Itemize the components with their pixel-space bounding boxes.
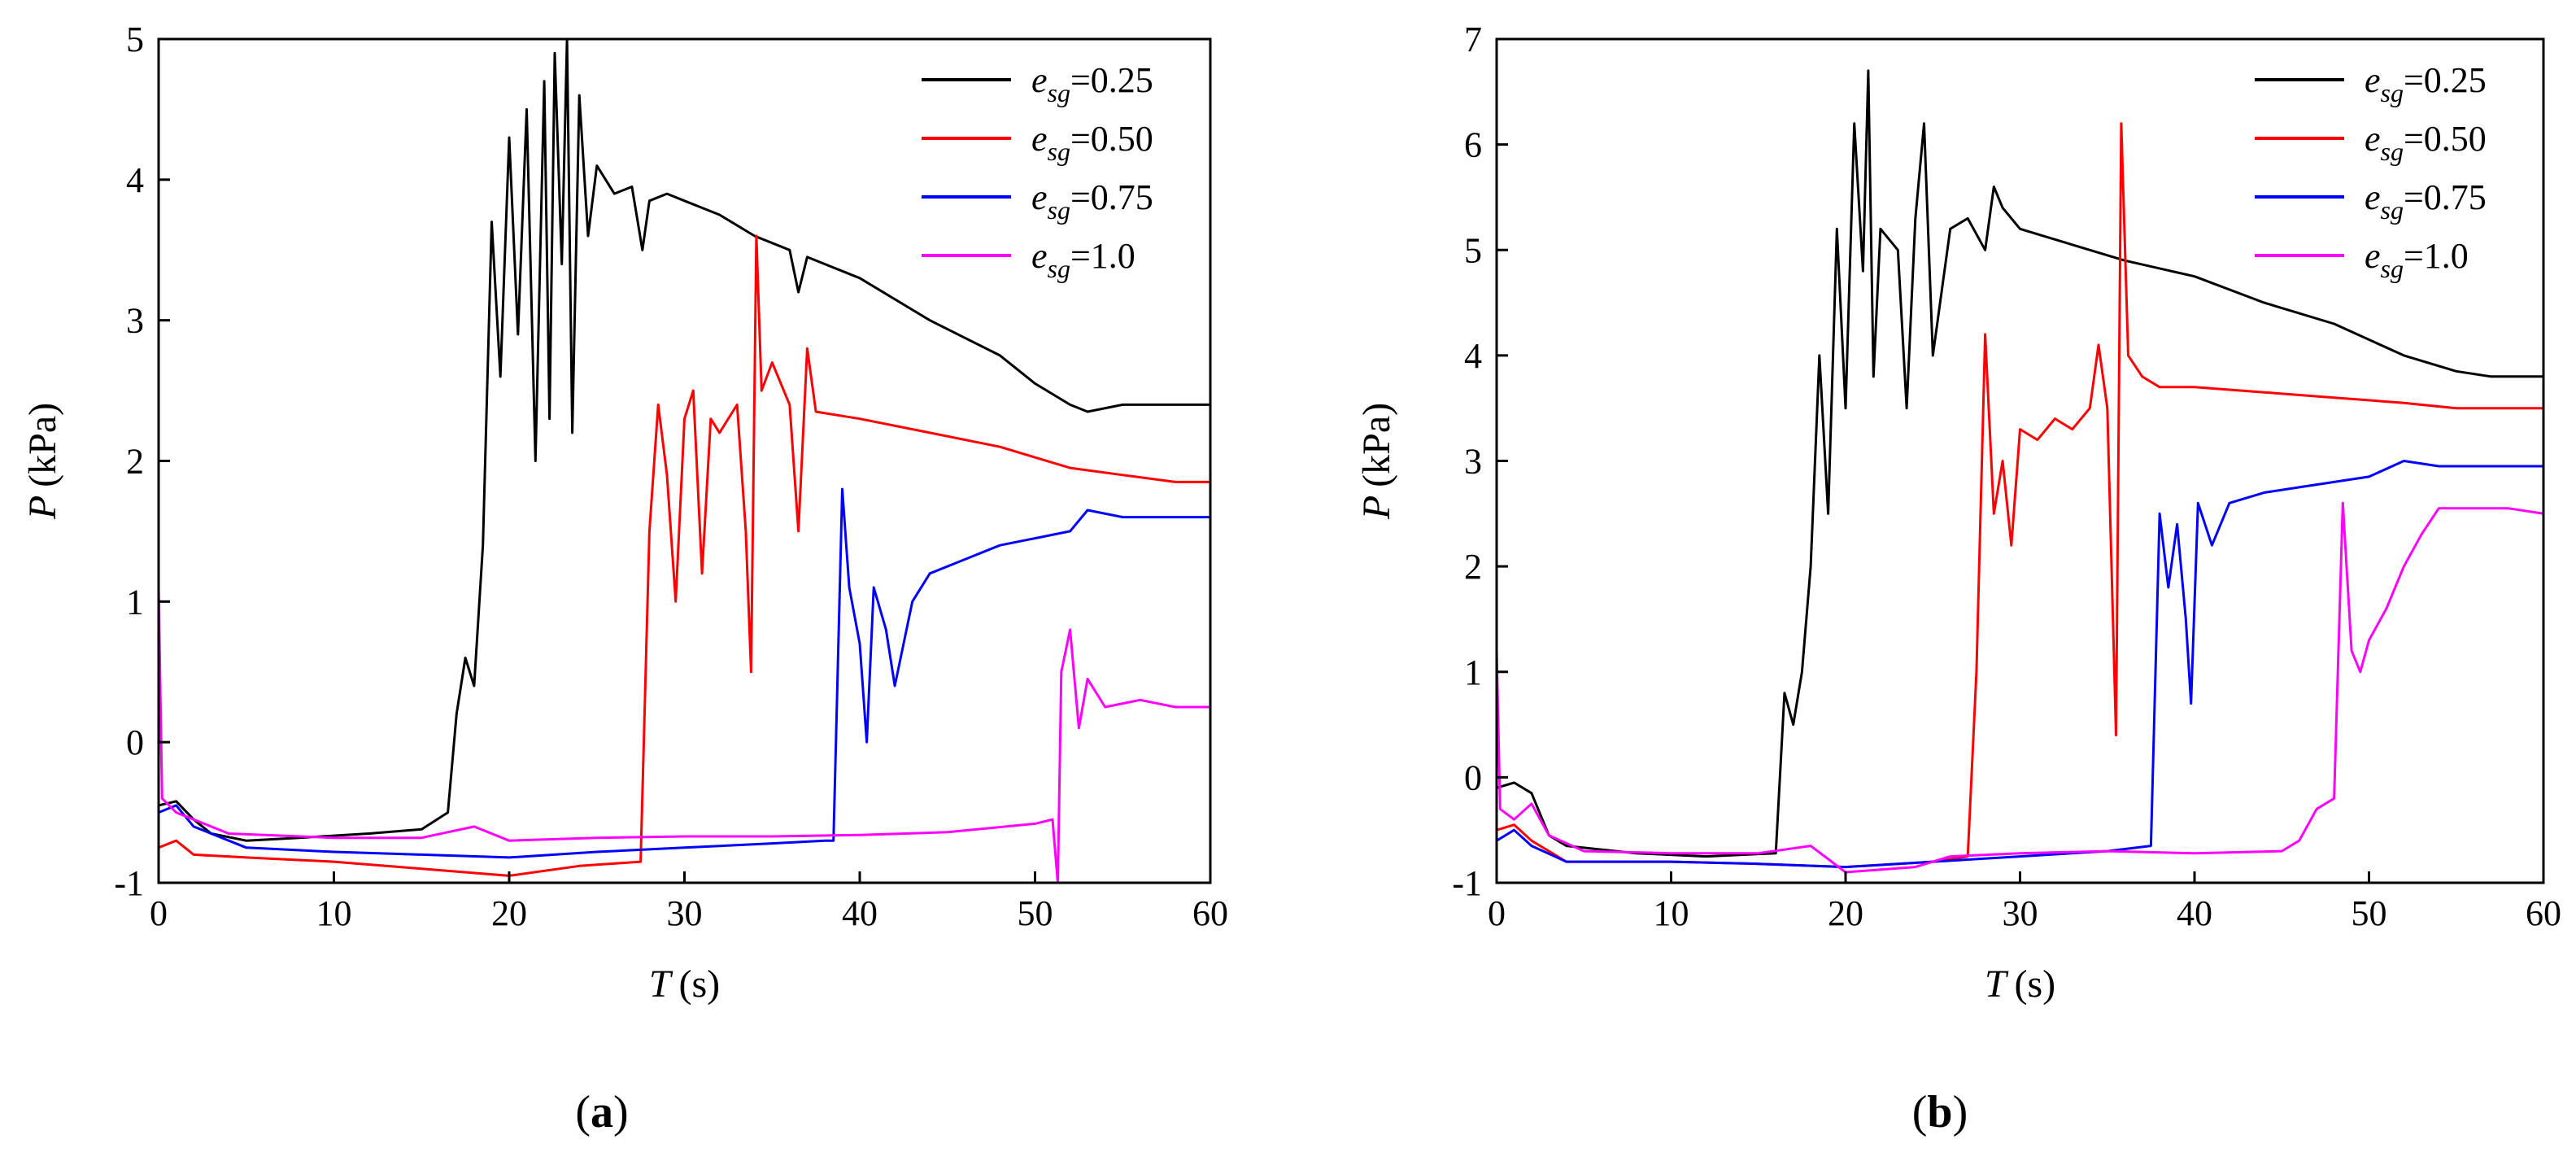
legend-label: esg=0.25 (1031, 60, 1153, 107)
x-axis-title: T (s) (649, 963, 720, 1006)
x-tick-label: 10 (316, 893, 352, 933)
y-tick-label: 3 (126, 301, 144, 341)
y-axis-title: P(kPa) (21, 403, 64, 520)
x-tick-label: 30 (2003, 893, 2038, 933)
y-tick-label: 1 (1464, 653, 1482, 692)
legend-label: esg=0.50 (1031, 119, 1153, 166)
series-line-3 (1497, 501, 2543, 874)
legend-label: esg=0.75 (1031, 177, 1153, 225)
legend-label: esg=0.25 (2365, 60, 2487, 107)
y-tick-label: 4 (1464, 336, 1482, 376)
series-line-0 (159, 39, 1210, 842)
panel-label: (b) (1912, 1087, 1968, 1137)
series-lines (1497, 69, 2543, 874)
y-tick-label: -1 (114, 863, 144, 903)
series-line-2 (1497, 460, 2543, 869)
x-tick-label: 40 (842, 893, 878, 933)
y-tick-label: 6 (1464, 125, 1482, 165)
y-tick-label: 2 (1464, 547, 1482, 587)
x-tick-label: 50 (2352, 893, 2387, 933)
x-tick-label: 10 (1654, 893, 1689, 933)
series-line-1 (1497, 122, 2543, 869)
y-tick-label: 3 (1464, 442, 1482, 482)
y-tick-label: 1 (126, 582, 144, 622)
y-tick-label: 7 (1464, 20, 1482, 59)
x-tick-label: 40 (2177, 893, 2212, 933)
y-tick-label: 0 (1464, 757, 1482, 797)
x-tick-label: 50 (1018, 893, 1053, 933)
series-line-2 (159, 487, 1210, 859)
x-tick-label: 20 (1828, 893, 1863, 933)
y-tick-label: -1 (1452, 863, 1482, 903)
legend-label: esg=0.75 (2365, 177, 2487, 225)
series-line-1 (159, 234, 1210, 877)
y-axis-title: P(kPa) (1355, 403, 1398, 520)
series-line-3 (159, 587, 1210, 883)
x-tick-label: 60 (1192, 893, 1228, 933)
panel-label: (a) (575, 1087, 628, 1137)
y-tick-label: 0 (126, 723, 144, 762)
legend: esg=0.25 esg=0.50 esg=0.75 esg=1.0 (2255, 60, 2487, 283)
legend: esg=0.25 esg=0.50 esg=0.75 esg=1.0 (922, 60, 1153, 283)
x-tick-label: 20 (491, 893, 527, 933)
x-tick-label: 60 (2526, 893, 2561, 933)
legend-label: esg=0.50 (2365, 119, 2487, 166)
x-tick-label: 0 (150, 893, 168, 933)
series-line-0 (1497, 69, 2543, 858)
series-lines (159, 39, 1210, 883)
legend-label: esg=1.0 (1031, 236, 1135, 283)
y-tick-label: 5 (126, 20, 144, 59)
y-tick-label: 2 (126, 442, 144, 482)
x-axis-title: T (s) (1985, 963, 2055, 1006)
y-tick-label: 4 (126, 160, 144, 200)
y-tick-label: 5 (1464, 230, 1482, 270)
legend-label: esg=1.0 (2365, 236, 2469, 283)
x-tick-label: 30 (667, 893, 703, 933)
x-tick-label: 0 (1488, 893, 1506, 933)
